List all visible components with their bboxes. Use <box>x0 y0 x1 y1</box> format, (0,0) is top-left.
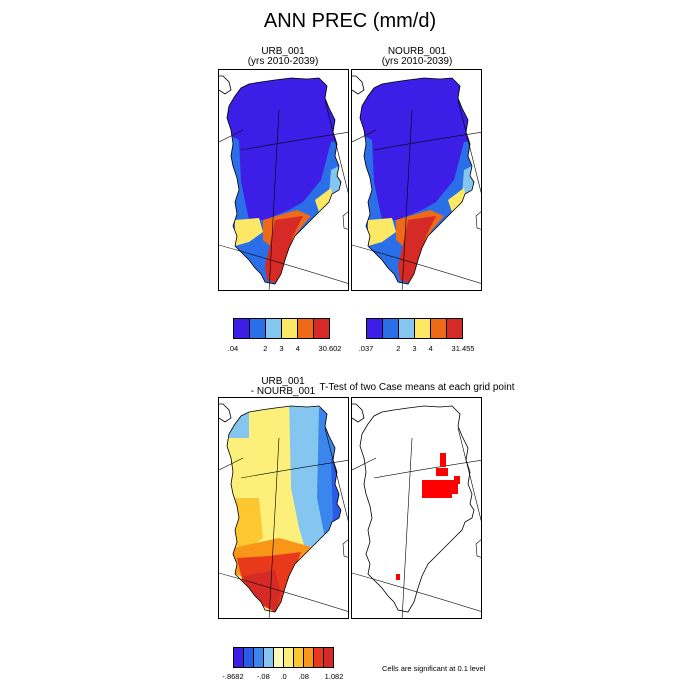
colorbar-swatch <box>274 648 284 667</box>
precip-south-max <box>398 216 436 284</box>
significant-cell <box>454 476 460 484</box>
colorbar-swatch <box>298 319 314 338</box>
significance-note: Cells are significant at 0.1 level <box>382 664 486 673</box>
diff-colorbar-labels: -.8682 -.08 .0 .08 1.082 <box>222 672 343 682</box>
nourb-title-line2: (yrs 2010-2039) <box>381 56 453 67</box>
colorbar-swatch <box>383 319 399 338</box>
ttest-panel-title: T-Test of two Case means at each grid po… <box>319 382 515 393</box>
colorbar-swatch <box>431 319 447 338</box>
significant-cell <box>422 480 458 490</box>
colorbar-swatch <box>244 648 254 667</box>
graticule <box>219 99 348 290</box>
colorbar-swatch <box>266 319 282 338</box>
graticule <box>219 427 348 618</box>
colorbar-swatch <box>415 319 431 338</box>
ellesmere-coastline <box>219 403 232 423</box>
urb-colorbar-labels: .04 2 3 4 30.602 <box>228 344 342 354</box>
iceland-coastline <box>342 211 348 230</box>
colorbar-swatch <box>282 319 298 338</box>
colorbar-swatch <box>254 648 264 667</box>
iceland-coastline <box>342 539 348 558</box>
colorbar-tick-label: 2 <box>396 344 401 353</box>
colorbar-swatch <box>314 319 329 338</box>
diff-colorbar <box>233 647 334 668</box>
urb-colorbar <box>233 318 330 339</box>
colorbar-swatch <box>284 648 294 667</box>
diff-east-coast-negative <box>331 458 341 538</box>
colorbar-swatch <box>234 319 250 338</box>
nourb-colorbar-labels: .037 2 3 4 31.455 <box>359 344 475 354</box>
colorbar-tick-label: 4 <box>295 344 300 353</box>
colorbar-swatch <box>447 319 462 338</box>
colorbar-tick-label: 30.602 <box>318 344 342 353</box>
map-canvas <box>219 75 348 290</box>
colorbar-swatch <box>264 648 274 667</box>
colorbar-swatch <box>304 648 314 667</box>
greenland-coastline <box>226 405 342 613</box>
colorbar-tick-label: .08 <box>298 672 309 681</box>
significant-cell <box>440 453 446 467</box>
colorbar-tick-label: -.08 <box>256 672 270 681</box>
nourb-map <box>351 69 482 291</box>
colorbar-tick-label: 4 <box>428 344 433 353</box>
colorbar-swatch <box>367 319 383 338</box>
urb-title-line2: (yrs 2010-2039) <box>247 56 319 67</box>
colorbar-swatch <box>250 319 266 338</box>
precip-southeast-moderate <box>315 188 333 212</box>
colorbar-swatch <box>314 648 324 667</box>
colorbar-tick-label: 1.082 <box>324 672 344 681</box>
precip-south-max <box>265 216 303 284</box>
colorbar-swatch <box>324 648 333 667</box>
colorbar-tick-label: .0 <box>280 672 287 681</box>
colorbar-tick-label: 3 <box>279 344 284 353</box>
urb-panel-title: URB_001 (yrs 2010-2039) <box>218 47 348 67</box>
diff-panel-title: URB_001 - NOURB_001 <box>218 377 348 397</box>
iceland-coastline <box>475 539 481 558</box>
colorbar-swatch <box>294 648 304 667</box>
diff-west-positive <box>233 498 263 548</box>
colorbar-tick-label: -.8682 <box>222 672 244 681</box>
map-canvas <box>352 75 481 290</box>
colorbar-tick-label: 31.455 <box>451 344 475 353</box>
colorbar-tick-label: .04 <box>227 344 239 353</box>
figure-title: ANN PREC (mm/d) <box>263 10 437 32</box>
ellesmere-coastline <box>219 75 232 95</box>
precip-interior-low <box>227 78 341 220</box>
ellesmere-coastline <box>352 403 365 423</box>
nourb-title-line1: NOURB_001 <box>387 46 447 57</box>
graticule <box>352 99 481 290</box>
greenland-coastline <box>359 405 475 613</box>
precip-southwest-moderate <box>368 218 396 246</box>
colorbar-swatch <box>234 648 244 667</box>
colorbar-swatch <box>399 319 415 338</box>
ellesmere-coastline <box>352 75 365 95</box>
precip-interior-low <box>360 78 474 220</box>
nourb-colorbar <box>366 318 463 339</box>
map-canvas <box>352 403 481 618</box>
significant-cell <box>396 574 400 580</box>
iceland-coastline <box>475 211 481 230</box>
colorbar-tick-label: 2 <box>263 344 268 353</box>
colorbar-tick-label: .037 <box>358 344 374 353</box>
urb-title-line1: URB_001 <box>261 46 305 57</box>
greenland-coastline <box>359 77 475 285</box>
significant-cell <box>436 468 448 476</box>
graticule <box>352 427 481 618</box>
urb-map <box>218 69 349 291</box>
ttest-map <box>351 397 482 619</box>
precip-southwest-moderate <box>235 218 263 246</box>
diff-title-line1: URB_001 <box>261 376 305 387</box>
colorbar-tick-label: 3 <box>412 344 417 353</box>
diff-south-max <box>243 570 281 612</box>
greenland-coastline <box>226 77 342 285</box>
diff-map <box>218 397 349 619</box>
nourb-panel-title: NOURB_001 (yrs 2010-2039) <box>352 47 482 67</box>
map-canvas <box>219 403 348 618</box>
precip-southeast-moderate <box>448 188 466 212</box>
significant-cell <box>422 490 452 498</box>
diff-title-line2: - NOURB_001 <box>250 386 316 397</box>
